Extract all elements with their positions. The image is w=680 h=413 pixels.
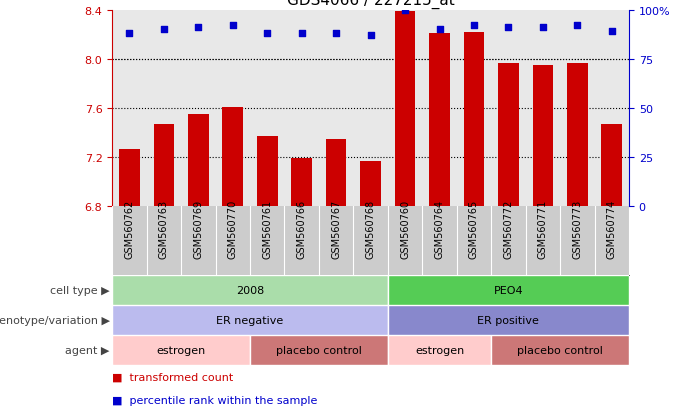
Text: placebo control: placebo control bbox=[517, 345, 603, 356]
Point bbox=[124, 31, 135, 38]
Text: estrogen: estrogen bbox=[415, 345, 464, 356]
Bar bbox=[388, 275, 629, 305]
Bar bbox=[601, 125, 622, 207]
Point bbox=[193, 25, 204, 32]
Bar bbox=[464, 33, 484, 207]
Point bbox=[572, 23, 583, 30]
Bar bbox=[154, 125, 174, 207]
Bar bbox=[250, 335, 388, 366]
Point bbox=[400, 7, 411, 14]
Point bbox=[158, 27, 169, 34]
Text: PEO4: PEO4 bbox=[494, 285, 523, 295]
Bar bbox=[112, 335, 250, 366]
Bar bbox=[188, 115, 209, 207]
Bar bbox=[388, 305, 629, 335]
Bar bbox=[112, 275, 388, 305]
Text: ■  transformed count: ■ transformed count bbox=[112, 372, 233, 382]
Bar bbox=[429, 34, 450, 207]
Text: agent ▶: agent ▶ bbox=[65, 345, 109, 356]
Bar bbox=[119, 149, 140, 207]
Bar bbox=[222, 108, 243, 207]
Bar bbox=[112, 305, 388, 335]
Text: estrogen: estrogen bbox=[156, 345, 206, 356]
Point bbox=[503, 25, 514, 32]
Point bbox=[330, 31, 341, 38]
Bar bbox=[394, 12, 415, 207]
Bar bbox=[567, 64, 588, 207]
Text: cell type ▶: cell type ▶ bbox=[50, 285, 109, 295]
Point bbox=[607, 29, 617, 36]
Point bbox=[365, 33, 376, 40]
Bar bbox=[326, 140, 347, 207]
Point bbox=[537, 25, 548, 32]
Title: GDS4066 / 227215_at: GDS4066 / 227215_at bbox=[287, 0, 454, 9]
Text: genotype/variation ▶: genotype/variation ▶ bbox=[0, 315, 109, 325]
Text: 2008: 2008 bbox=[236, 285, 264, 295]
Point bbox=[469, 23, 479, 30]
Text: placebo control: placebo control bbox=[276, 345, 362, 356]
Point bbox=[296, 31, 307, 38]
Bar bbox=[388, 335, 491, 366]
Point bbox=[227, 23, 238, 30]
Text: ER negative: ER negative bbox=[216, 315, 284, 325]
Text: ■  percentile rank within the sample: ■ percentile rank within the sample bbox=[112, 395, 318, 405]
Bar bbox=[498, 64, 519, 207]
Bar bbox=[360, 161, 381, 207]
Point bbox=[434, 27, 445, 34]
Bar bbox=[257, 137, 277, 207]
Bar bbox=[491, 335, 629, 366]
Bar bbox=[291, 159, 312, 207]
Text: ER positive: ER positive bbox=[477, 315, 539, 325]
Bar bbox=[532, 66, 554, 207]
Point bbox=[262, 31, 273, 38]
